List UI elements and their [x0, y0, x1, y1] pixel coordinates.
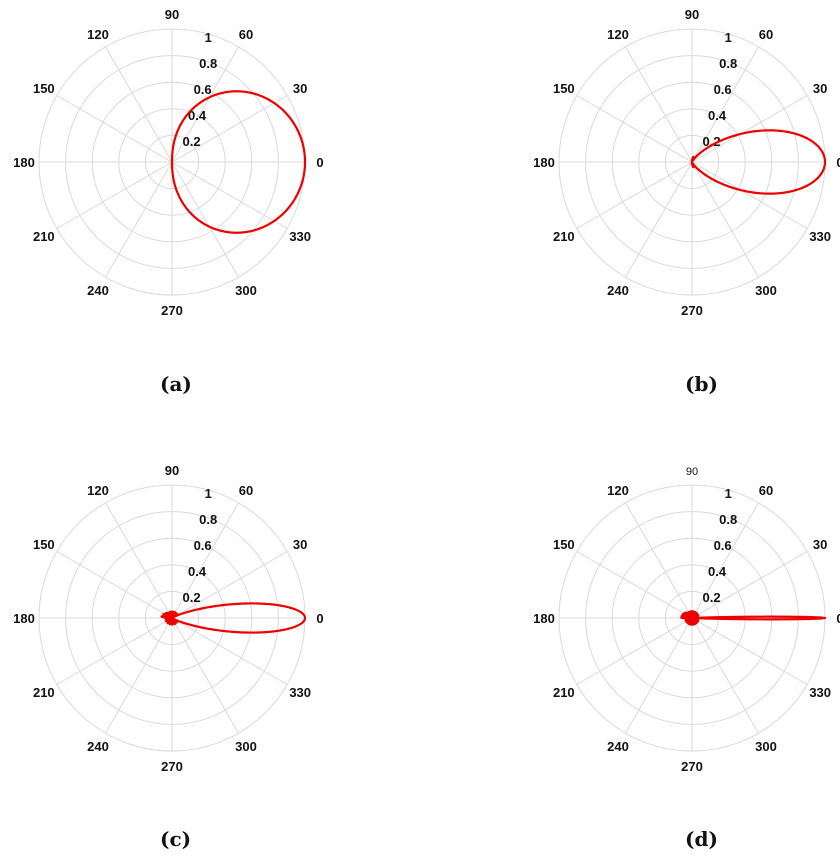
angle-tick-label: 180 [13, 155, 35, 170]
angle-tick-label: 150 [33, 537, 55, 552]
angle-tick-label: 240 [607, 283, 629, 298]
angle-tick-label: 180 [13, 611, 35, 626]
angle-tick-label: 30 [293, 537, 307, 552]
angle-tick-label: 240 [87, 739, 109, 754]
polar-panel-3: 0 30 60 90 120 150 180 210 240 270 300 330 0.2 0.4 0.6… [13, 463, 323, 851]
radial-tick-label: 0.6 [194, 538, 212, 553]
angle-tick-label: 150 [553, 81, 575, 96]
angle-tick-label: 180 [533, 611, 555, 626]
radial-tick-label: 1 [725, 30, 732, 45]
angle-tick-label: 0 [316, 155, 323, 170]
angle-tick-label: 60 [239, 483, 253, 498]
panel-caption: (c) [160, 827, 191, 851]
radial-tick-label: 0.2 [703, 134, 721, 149]
radial-tick-label: 0.4 [188, 108, 207, 123]
angle-tick-label: 300 [755, 739, 777, 754]
angle-tick-label: 30 [293, 81, 307, 96]
radial-tick-label: 0.4 [188, 564, 207, 579]
angle-tick-label: 210 [33, 685, 55, 700]
radial-tick-label: 0.8 [199, 512, 217, 527]
angle-tick-label: 270 [681, 759, 703, 774]
radial-tick-label: 0.4 [708, 108, 727, 123]
angle-tick-label: 120 [87, 27, 109, 42]
panel-caption: (d) [685, 827, 718, 851]
angle-tick-label: 270 [161, 759, 183, 774]
radial-tick-label: 0.2 [183, 590, 201, 605]
angle-tick-label: 270 [161, 303, 183, 318]
angle-tick-label: 300 [755, 283, 777, 298]
radial-tick-label: 0.8 [719, 56, 737, 71]
angle-tick-label: 300 [235, 739, 257, 754]
angle-tick-label: 330 [809, 229, 831, 244]
angle-tick-label: 300 [235, 283, 257, 298]
angle-tick-label: 240 [87, 283, 109, 298]
angle-tick-label: 240 [607, 739, 629, 754]
polar-panel-4: 0 30 60 90 120 150 180 210 240 270 300 330 0.2 0.4 0.6… [533, 466, 840, 851]
angle-tick-label: 90 [165, 7, 179, 22]
radial-tick-label: 0.6 [194, 82, 212, 97]
angle-tick-label: 90 [686, 466, 698, 478]
angle-tick-label: 330 [289, 685, 311, 700]
angle-tick-label: 0 [836, 611, 840, 626]
radial-tick-label: 0.8 [199, 56, 217, 71]
panel-caption: (a) [160, 372, 192, 396]
polar-panel-2: 0 30 60 90 120 150 180 210 240 270 300 330 0.2 0.4 0.6… [533, 7, 840, 396]
angle-tick-label: 180 [533, 155, 555, 170]
angle-tick-label: 150 [553, 537, 575, 552]
angle-tick-label: 60 [239, 27, 253, 42]
radial-tick-label: 0.2 [703, 590, 721, 605]
radiation-pattern-series [680, 610, 827, 626]
angle-tick-label: 330 [289, 229, 311, 244]
angle-tick-label: 330 [809, 685, 831, 700]
radial-tick-label: 0.6 [714, 538, 732, 553]
radiation-pattern-series [170, 90, 307, 234]
angle-tick-label: 120 [607, 27, 629, 42]
radial-tick-label: 0.4 [708, 564, 727, 579]
radial-tick-label: 0.8 [719, 512, 737, 527]
angle-tick-label: 0 [836, 155, 840, 170]
angle-tick-label: 210 [553, 229, 575, 244]
angle-tick-label: 90 [685, 7, 699, 22]
angle-tick-label: 30 [813, 81, 827, 96]
angle-tick-label: 60 [759, 483, 773, 498]
angle-tick-label: 120 [87, 483, 109, 498]
radial-tick-label: 1 [205, 486, 212, 501]
angle-tick-label: 150 [33, 81, 55, 96]
polar-panel-1: 0 30 60 90 120 150 180 210 240 270 300 330 0.2 0.4 0.6… [13, 7, 323, 396]
panel-caption: (b) [685, 372, 718, 396]
radial-tick-label: 1 [725, 486, 732, 501]
radial-tick-label: 0.2 [183, 134, 201, 149]
radial-tick-label: 0.6 [714, 82, 732, 97]
angle-tick-label: 60 [759, 27, 773, 42]
angle-tick-label: 270 [681, 303, 703, 318]
angle-tick-label: 30 [813, 537, 827, 552]
radiation-pattern-series [690, 129, 827, 195]
angle-tick-label: 0 [316, 611, 323, 626]
radiation-pattern-series [160, 602, 307, 634]
angle-tick-label: 120 [607, 483, 629, 498]
angle-tick-label: 210 [33, 229, 55, 244]
angle-tick-label: 90 [165, 463, 179, 478]
angle-tick-label: 210 [553, 685, 575, 700]
radial-tick-label: 1 [205, 30, 212, 45]
